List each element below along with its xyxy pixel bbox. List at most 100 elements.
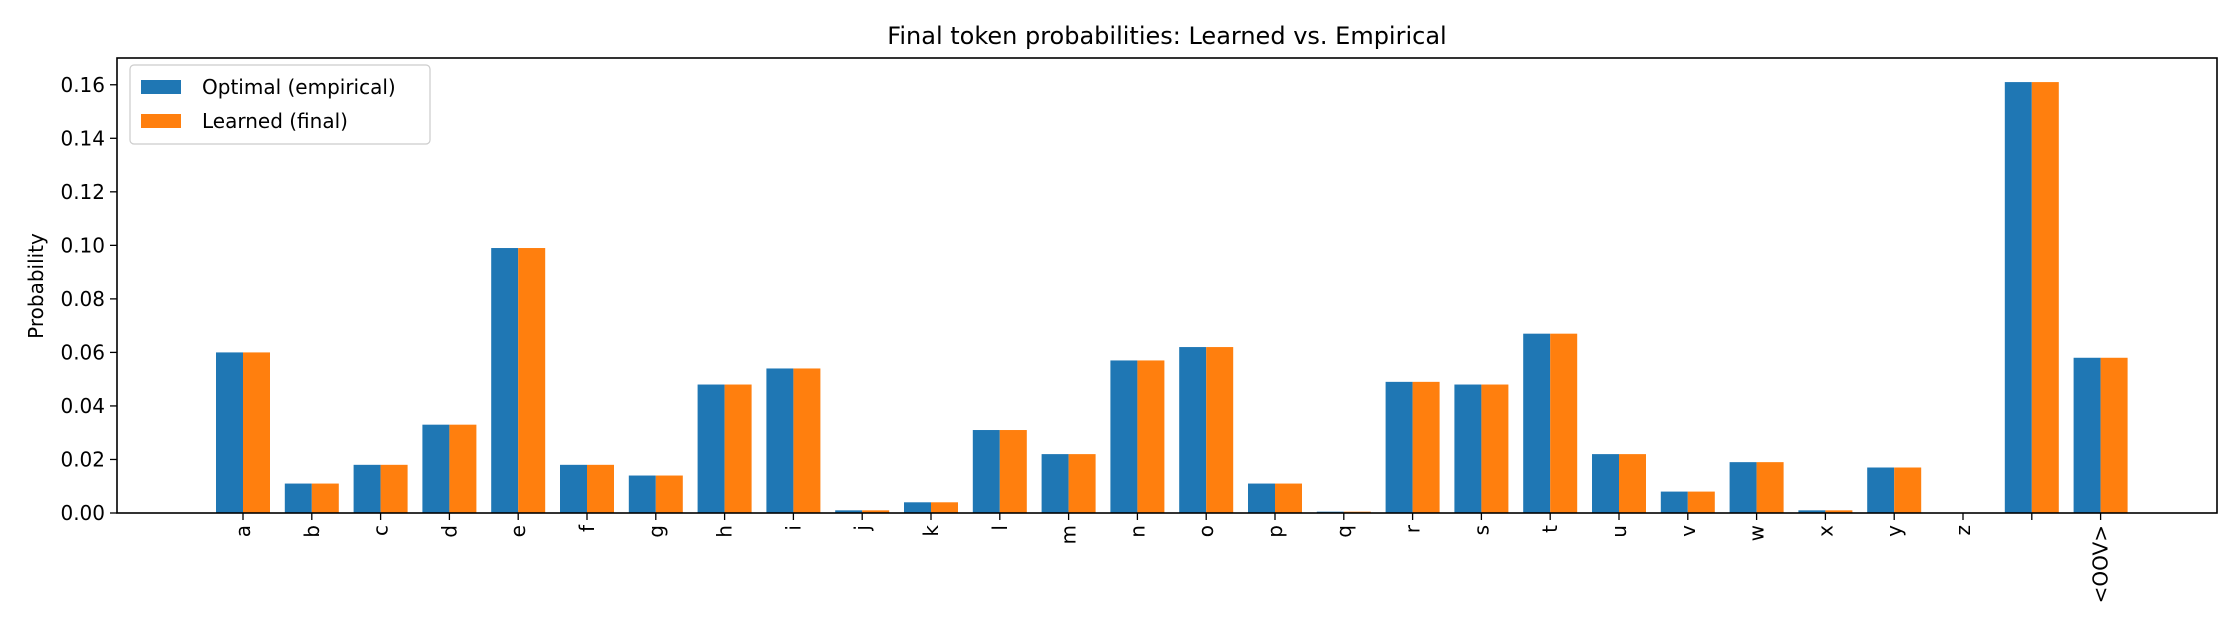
- bar-optimal: [353, 464, 381, 513]
- bar-optimal: [766, 368, 794, 513]
- x-tick-label: h: [713, 525, 737, 538]
- bar-learned: [243, 352, 270, 513]
- x-tick-label: v: [1676, 525, 1700, 537]
- bar-learned: [449, 424, 477, 513]
- bar-learned: [1687, 491, 1715, 513]
- x-tick-label: j: [850, 525, 874, 532]
- y-tick-label: 0.16: [60, 73, 105, 97]
- x-tick-label: k: [919, 525, 943, 537]
- y-tick-label: 0.00: [60, 501, 105, 525]
- x-tick-label: <OOV>: [2089, 525, 2113, 603]
- legend-label-learned: Learned (final): [202, 109, 348, 133]
- bar-optimal: [1729, 462, 1757, 513]
- x-tick-label: c: [369, 525, 393, 536]
- bar-learned: [1550, 333, 1578, 513]
- bar-learned: [1894, 467, 1922, 513]
- x-tick-label: o: [1194, 525, 1218, 537]
- bar-optimal: [1110, 360, 1138, 513]
- bar-optimal: [1041, 454, 1069, 513]
- bar-optimal: [1385, 381, 1413, 513]
- x-tick-label: z: [1951, 525, 1975, 536]
- bar-learned: [1619, 454, 1646, 513]
- bars-group: [216, 82, 2128, 514]
- bar-learned: [931, 502, 958, 513]
- x-tick-label: p: [1263, 525, 1287, 538]
- legend-swatch-learned: [141, 114, 181, 128]
- bar-optimal: [1660, 491, 1688, 513]
- bar-learned: [1756, 462, 1784, 513]
- x-tick-label: b: [300, 525, 324, 538]
- bar-optimal: [628, 475, 656, 513]
- x-tick-label: f: [575, 524, 599, 532]
- plot-frame: [116, 57, 2218, 514]
- x-tick-label: q: [1332, 525, 1356, 538]
- bar-optimal: [2004, 82, 2032, 514]
- bar-learned: [655, 475, 683, 513]
- x-tick-label: t: [1538, 525, 1562, 533]
- bar-optimal: [1523, 333, 1551, 513]
- x-tick-label: x: [1813, 525, 1837, 537]
- x-tick-label: d: [437, 525, 461, 538]
- x-tick-label: l: [988, 525, 1012, 531]
- bar-learned: [518, 248, 546, 513]
- bar-optimal: [1454, 384, 1482, 513]
- legend-box: [129, 64, 431, 145]
- bar-learned: [1275, 483, 1302, 513]
- x-tick-label: s: [1469, 525, 1493, 535]
- bar-learned: [1481, 384, 1509, 513]
- bar-learned: [380, 464, 408, 513]
- y-tick-label: 0.14: [60, 126, 105, 150]
- legend-label-optimal: Optimal (empirical): [202, 75, 396, 99]
- bar-optimal: [422, 424, 450, 513]
- bar-learned: [862, 510, 890, 513]
- x-tick-label: n: [1125, 525, 1149, 538]
- bar-learned: [724, 384, 752, 513]
- bar-optimal: [1248, 483, 1275, 513]
- legend: Optimal (empirical) Learned (final): [129, 64, 431, 145]
- x-tick-label: a: [231, 525, 255, 537]
- bar-optimal: [2073, 357, 2101, 513]
- x-tick-label: g: [644, 525, 668, 538]
- x-tick-label: e: [506, 525, 530, 537]
- x-tick-label: i: [781, 525, 805, 531]
- bar-optimal: [1592, 454, 1619, 513]
- y-tick-label: 0.12: [60, 180, 105, 204]
- bar-learned: [1412, 381, 1440, 513]
- bar-learned: [2100, 357, 2128, 513]
- y-tick-label: 0.04: [60, 394, 105, 418]
- bar-optimal: [491, 248, 519, 513]
- y-axis: 0.00 0.02 0.04 0.06 0.08 0.10 0.12 0.14 0.16: [60, 73, 117, 525]
- x-axis: a b c d e f g h i j k l m n o p q r s t u v w x y z <OOV>: [231, 513, 2113, 603]
- chart-title: Final token probabilities: Learned vs. E…: [887, 22, 1446, 50]
- y-tick-label: 0.08: [60, 287, 105, 311]
- y-tick-label: 0.10: [60, 233, 105, 257]
- bar-learned: [311, 483, 339, 513]
- bar-optimal: [1867, 467, 1895, 513]
- bar-optimal: [904, 502, 931, 513]
- x-tick-label: u: [1607, 525, 1631, 538]
- x-tick-label: m: [1057, 525, 1081, 544]
- bar-learned: [793, 368, 821, 513]
- y-tick-label: 0.06: [60, 340, 105, 364]
- bar-learned: [587, 464, 614, 513]
- bar-optimal: [560, 464, 587, 513]
- bar-learned: [999, 430, 1027, 513]
- bar-learned: [1825, 510, 1853, 513]
- bar-learned: [1068, 454, 1096, 513]
- bar-optimal: [1798, 510, 1826, 513]
- y-tick-label: 0.02: [60, 447, 105, 471]
- bar-learned: [1137, 360, 1165, 513]
- bar-optimal: [835, 510, 863, 513]
- bar-optimal: [697, 384, 725, 513]
- x-tick-label: w: [1745, 525, 1769, 541]
- bar-optimal: [284, 483, 312, 513]
- bar-learned: [2031, 82, 2059, 514]
- legend-swatch-optimal: [141, 80, 181, 94]
- y-axis-label: Probability: [24, 233, 48, 339]
- bar-learned: [1206, 347, 1234, 513]
- x-tick-label: y: [1882, 525, 1906, 537]
- bar-optimal: [972, 430, 1000, 513]
- x-tick-label: r: [1401, 524, 1425, 533]
